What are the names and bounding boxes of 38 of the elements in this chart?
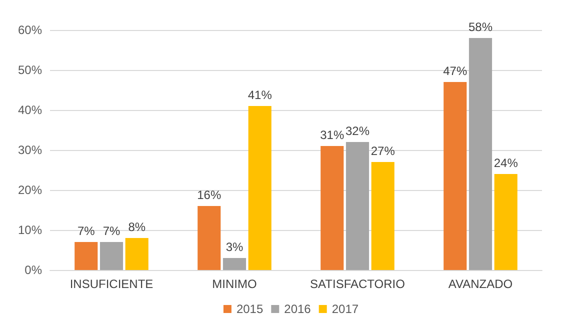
bar (320, 146, 344, 270)
data-label: 58% (468, 20, 493, 34)
legend-label: 2017 (332, 302, 359, 316)
data-label: 3% (226, 240, 244, 254)
legend-label: 2015 (236, 302, 264, 316)
bar (468, 38, 492, 270)
y-tick-label: 30% (18, 143, 42, 157)
bar (346, 142, 370, 270)
y-tick-label: 50% (18, 63, 42, 77)
y-tick-label: 10% (18, 223, 42, 237)
y-tick-label: 60% (18, 23, 42, 37)
bar (494, 174, 518, 270)
bar (371, 162, 394, 270)
data-label: 47% (443, 64, 468, 78)
x-tick-label: MINIMO (212, 277, 257, 291)
legend-label: 2016 (284, 302, 312, 316)
bar (100, 242, 124, 270)
y-tick-label: 20% (18, 183, 42, 197)
data-label: 16% (197, 188, 222, 202)
data-label: 24% (494, 156, 518, 170)
x-tick-label: AVANZADO (448, 277, 513, 291)
bar (222, 258, 246, 270)
data-label: 41% (248, 88, 272, 102)
y-tick-label: 40% (18, 103, 42, 117)
bar (125, 238, 148, 270)
data-label: 27% (370, 144, 396, 158)
data-label: 31% (320, 128, 344, 142)
x-tick-label: SATISFACTORIO (310, 277, 405, 291)
bar (198, 206, 221, 270)
data-label: 8% (128, 220, 146, 234)
x-tick-label: INSUFICIENTE (70, 277, 154, 291)
data-label: 7% (102, 224, 120, 238)
bar (74, 242, 98, 270)
data-label: 32% (345, 124, 370, 138)
y-tick-label: 0% (24, 263, 42, 277)
bar (248, 106, 272, 270)
bar (444, 82, 467, 270)
data-label: 7% (77, 224, 96, 238)
